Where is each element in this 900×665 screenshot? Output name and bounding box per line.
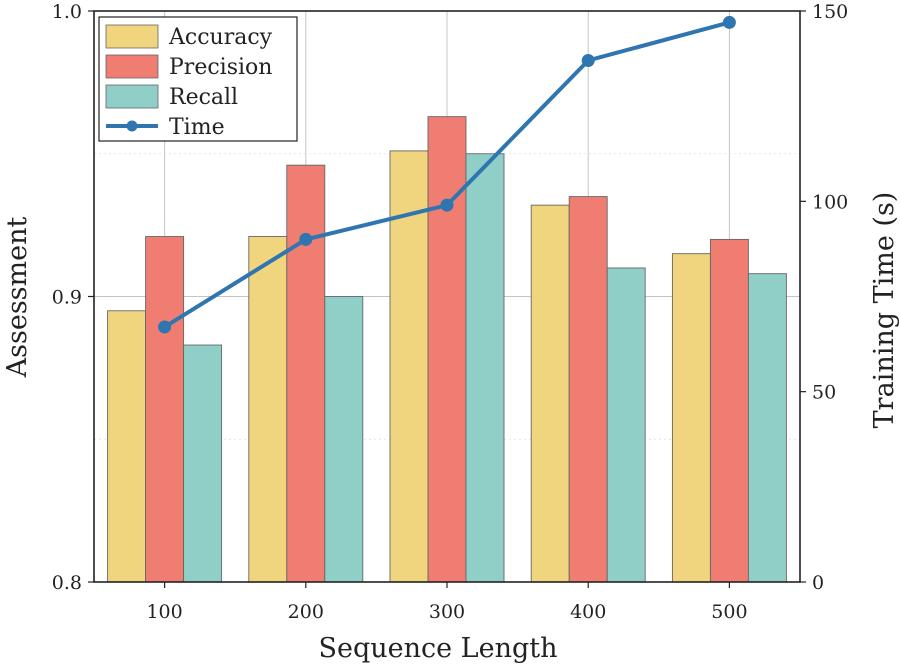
- bar-precision-400: [568, 196, 608, 583]
- point-time-300: [440, 198, 454, 212]
- point-time-400: [581, 53, 595, 67]
- legend-label-time: Time: [169, 115, 225, 140]
- bar-accuracy-400: [530, 204, 570, 583]
- x-tick-label-400: 400: [570, 601, 606, 623]
- bar-precision-200: [286, 164, 326, 583]
- bar-accuracy-200: [248, 236, 288, 583]
- x-tick-label-100: 100: [146, 601, 182, 623]
- y2-tick-label-50: 50: [812, 382, 836, 404]
- bar-recall-300: [465, 153, 505, 583]
- bar-precision-500: [709, 238, 749, 583]
- bar-precision-300: [427, 116, 467, 583]
- legend-swatch-precision: [105, 54, 159, 79]
- bar-accuracy-100: [107, 310, 147, 583]
- bar-recall-100: [183, 344, 223, 583]
- time-line-layer: [158, 15, 736, 334]
- point-time-500: [722, 15, 736, 29]
- bar-recall-400: [606, 267, 646, 583]
- x-tick-label-200: 200: [288, 601, 324, 623]
- x-tick-label-500: 500: [711, 601, 747, 623]
- bar-precision-100: [145, 236, 185, 583]
- y2-tick-label-150: 150: [812, 1, 848, 23]
- y-tick-label-0-8: 0.8: [52, 572, 82, 594]
- legend-swatch-accuracy: [105, 24, 159, 49]
- bar-accuracy-300: [389, 150, 429, 583]
- legend-marker-time: [126, 120, 138, 132]
- legend-label-accuracy: Accuracy: [168, 25, 273, 50]
- x-axis-label: Sequence Length: [318, 633, 557, 664]
- legend-label-recall: Recall: [169, 85, 238, 110]
- y-axis-label: Assessment: [2, 216, 33, 378]
- bars-layer: [107, 116, 787, 583]
- point-time-200: [299, 232, 313, 246]
- y2-tick-label-100: 100: [812, 191, 848, 213]
- x-tick-label-300: 300: [429, 601, 465, 623]
- legend-swatch-recall: [105, 84, 159, 109]
- bar-recall-200: [324, 296, 364, 583]
- legend-box: [98, 16, 298, 142]
- bar-accuracy-500: [671, 253, 711, 583]
- legend: Accuracy Precision Recall Time: [98, 16, 298, 142]
- x-ticks: 100 200 300 400 500: [146, 582, 748, 623]
- legend-label-precision: Precision: [169, 55, 272, 80]
- y2-tick-label-0: 0: [812, 572, 824, 594]
- y-tick-label-0-9: 0.9: [52, 287, 82, 309]
- bar-recall-500: [747, 273, 787, 583]
- point-time-100: [158, 320, 172, 334]
- y-ticks-right: 0 50 100 150: [800, 1, 848, 594]
- y-ticks-left: 0.8 0.9 1.0: [52, 1, 94, 594]
- y2-axis-label: Training Time (s): [869, 192, 900, 429]
- y-tick-label-1-0: 1.0: [52, 1, 82, 23]
